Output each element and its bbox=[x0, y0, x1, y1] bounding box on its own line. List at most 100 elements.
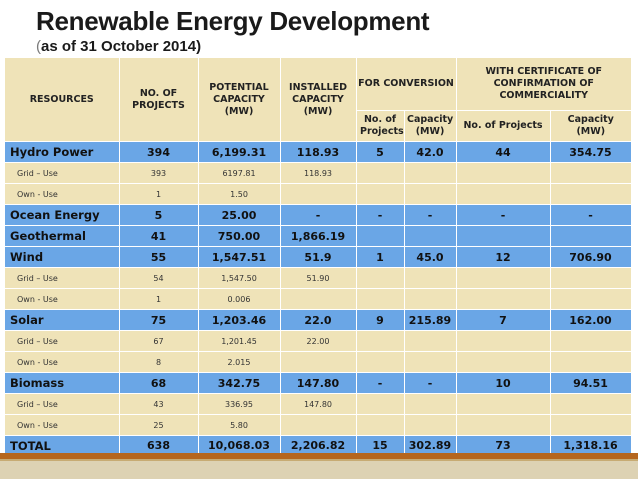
cell-cert-capacity bbox=[550, 183, 632, 205]
cell-projects: 67 bbox=[119, 330, 199, 352]
cell-resource: Biomass bbox=[5, 372, 120, 394]
cell-potential: 1.50 bbox=[198, 183, 281, 205]
cell-cert-projects bbox=[456, 288, 551, 310]
cell-installed: 118.93 bbox=[280, 162, 357, 184]
cell-cert-projects bbox=[456, 267, 551, 289]
page-subtitle: (as of 31 October 2014) bbox=[36, 38, 201, 55]
cell-conv-capacity bbox=[404, 351, 457, 373]
table-row-biomass-grid-use: Grid – Use 43 336.95 147.80 bbox=[5, 393, 632, 415]
table-row-wind-own-use: Own - Use 1 0.006 bbox=[5, 288, 632, 310]
cell-conv-projects bbox=[356, 393, 405, 415]
header-installed-text: INSTALLED CAPACITY (MW) bbox=[289, 81, 347, 117]
table-row-hydro-power: Hydro Power 394 6,199.31 118.93 5 42.0 4… bbox=[5, 141, 632, 163]
cell-conv-projects bbox=[356, 330, 405, 352]
footer-band bbox=[0, 459, 638, 479]
table-row-solar-grid-use: Grid – Use 67 1,201.45 22.00 bbox=[5, 330, 632, 352]
cell-potential: 342.75 bbox=[198, 372, 281, 394]
cell-conv-projects bbox=[356, 351, 405, 373]
cell-conv-capacity: - bbox=[404, 204, 457, 226]
cell-installed: 147.80 bbox=[280, 393, 357, 415]
cell-conv-projects bbox=[356, 414, 405, 436]
header-cert-capacity-text: Capacity (MW) bbox=[567, 114, 614, 137]
cell-potential: 10,068.03 bbox=[198, 435, 281, 455]
cell-projects: 43 bbox=[119, 393, 199, 415]
cell-installed: 22.0 bbox=[280, 309, 357, 331]
table-row-hydro-grid-use: Grid – Use 393 6197.81 118.93 bbox=[5, 162, 632, 184]
cell-installed: 1,866.19 bbox=[280, 225, 357, 247]
cell-cert-capacity: 94.51 bbox=[550, 372, 632, 394]
cell-projects: 394 bbox=[119, 141, 199, 163]
cell-conv-capacity bbox=[404, 393, 457, 415]
cell-potential: 6197.81 bbox=[198, 162, 281, 184]
cell-cert-projects: 73 bbox=[456, 435, 551, 455]
cell-potential: 1,547.50 bbox=[198, 267, 281, 289]
cell-potential: 25.00 bbox=[198, 204, 281, 226]
cell-installed: 51.9 bbox=[280, 246, 357, 268]
cell-cert-projects bbox=[456, 162, 551, 184]
header-cert-capacity: Capacity (MW) bbox=[550, 110, 631, 142]
cell-resource: Grid – Use bbox=[5, 267, 120, 289]
cell-conv-projects bbox=[356, 183, 405, 205]
table-row-biomass: Biomass 68 342.75 147.80 - - 10 94.51 bbox=[5, 372, 632, 394]
header-projects: NO. OF PROJECTS bbox=[119, 58, 199, 142]
cell-potential: 1,201.45 bbox=[198, 330, 281, 352]
header-certificate: WITH CERTIFICATE OF CONFIRMATION OF COMM… bbox=[456, 58, 631, 111]
table-row-wind-grid-use: Grid – Use 54 1,547.50 51.90 bbox=[5, 267, 632, 289]
cell-conv-projects: 9 bbox=[356, 309, 405, 331]
renewable-energy-table: RESOURCES NO. OF PROJECTS POTENTIAL CAPA… bbox=[5, 58, 632, 455]
cell-installed bbox=[280, 414, 357, 436]
cell-cert-capacity: 1,318.16 bbox=[550, 435, 632, 455]
header-resources: RESOURCES bbox=[5, 58, 120, 142]
header-potential-text: POTENTIAL CAPACITY (MW) bbox=[209, 81, 269, 117]
cell-projects: 1 bbox=[119, 288, 199, 310]
cell-cert-projects bbox=[456, 225, 551, 247]
cell-potential: 5.80 bbox=[198, 414, 281, 436]
header-projects-text: NO. OF PROJECTS bbox=[132, 87, 185, 111]
cell-conv-capacity bbox=[404, 225, 457, 247]
cell-potential: 6,199.31 bbox=[198, 141, 281, 163]
cell-installed bbox=[280, 288, 357, 310]
table-row-hydro-own-use: Own - Use 1 1.50 bbox=[5, 183, 632, 205]
footer-stripe bbox=[0, 453, 638, 459]
cell-conv-projects: - bbox=[356, 372, 405, 394]
cell-installed: 22.00 bbox=[280, 330, 357, 352]
cell-resource: Own - Use bbox=[5, 288, 120, 310]
header-conv-capacity: Capacity (MW) bbox=[404, 110, 457, 142]
cell-conv-capacity bbox=[404, 330, 457, 352]
cell-resource: Own - Use bbox=[5, 414, 120, 436]
cell-cert-capacity: 162.00 bbox=[550, 309, 632, 331]
cell-installed: 118.93 bbox=[280, 141, 357, 163]
cell-resource: Ocean Energy bbox=[5, 204, 120, 226]
cell-conv-projects bbox=[356, 225, 405, 247]
cell-conv-projects bbox=[356, 267, 405, 289]
cell-resource: Grid – Use bbox=[5, 330, 120, 352]
cell-projects: 638 bbox=[119, 435, 199, 455]
header-potential: POTENTIAL CAPACITY (MW) bbox=[198, 58, 281, 142]
cell-potential: 1,547.51 bbox=[198, 246, 281, 268]
cell-resource: Geothermal bbox=[5, 225, 120, 247]
cell-installed: 2,206.82 bbox=[280, 435, 357, 455]
cell-cert-capacity bbox=[550, 351, 632, 373]
cell-conv-capacity: 42.0 bbox=[404, 141, 457, 163]
cell-conv-capacity: - bbox=[404, 372, 457, 394]
cell-potential: 1,203.46 bbox=[198, 309, 281, 331]
cell-cert-projects bbox=[456, 393, 551, 415]
cell-installed bbox=[280, 351, 357, 373]
header-conv-projects-text: No. of Projects bbox=[360, 114, 404, 137]
cell-potential: 0.006 bbox=[198, 288, 281, 310]
cell-resource: Wind bbox=[5, 246, 120, 268]
cell-resource: Own - Use bbox=[5, 351, 120, 373]
cell-installed bbox=[280, 183, 357, 205]
header-conversion: FOR CONVERSION bbox=[356, 58, 457, 111]
table-row-ocean-energy: Ocean Energy 5 25.00 - - - - - bbox=[5, 204, 632, 226]
cell-installed: 51.90 bbox=[280, 267, 357, 289]
header-conv-projects: No. of Projects bbox=[356, 110, 405, 142]
cell-cert-projects bbox=[456, 414, 551, 436]
cell-projects: 1 bbox=[119, 183, 199, 205]
cell-cert-projects: 7 bbox=[456, 309, 551, 331]
table-row-solar-own-use: Own - Use 8 2.015 bbox=[5, 351, 632, 373]
cell-conv-capacity: 302.89 bbox=[404, 435, 457, 455]
cell-conv-capacity: 45.0 bbox=[404, 246, 457, 268]
cell-cert-capacity: 354.75 bbox=[550, 141, 632, 163]
cell-projects: 41 bbox=[119, 225, 199, 247]
